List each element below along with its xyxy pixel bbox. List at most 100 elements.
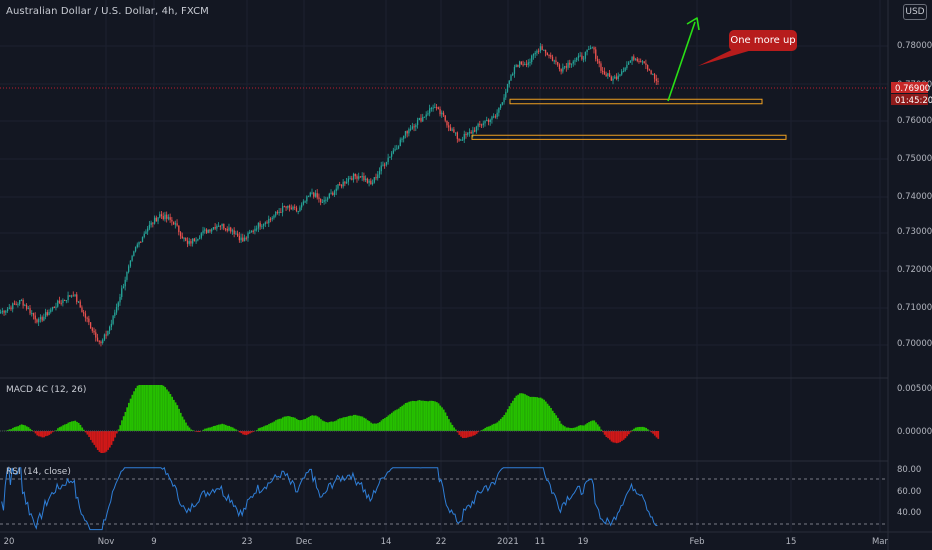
candle-body (77, 301, 80, 303)
candle-body (569, 62, 571, 65)
macd-bar (84, 431, 87, 433)
candle-body (422, 117, 424, 122)
price-tick: 0.76000 (897, 116, 932, 126)
candle-body (288, 205, 291, 208)
macd-bar (423, 400, 426, 431)
macd-bar (413, 401, 416, 431)
macd-tick: 0.00500 (897, 384, 932, 394)
macd-bar (190, 429, 193, 431)
candle-body (287, 205, 289, 208)
macd-bar (377, 423, 379, 431)
macd-histogram (1, 385, 660, 453)
macd-bar (162, 385, 165, 431)
macd-bar (72, 421, 75, 431)
price-tick: 0.73000 (897, 227, 932, 237)
candle-body (171, 219, 173, 222)
candle-body (415, 125, 417, 128)
macd-label: MACD 4C (12, 26) (6, 385, 87, 395)
macd-bar (181, 416, 184, 431)
macd-bar (396, 409, 398, 431)
candle-body (166, 214, 168, 219)
currency-button[interactable]: USD (903, 4, 927, 20)
macd-bar (333, 421, 336, 431)
candle-body (657, 80, 659, 82)
candle-body (96, 337, 99, 341)
candle-body (249, 232, 251, 234)
macd-bar (366, 420, 369, 431)
candle-body (36, 319, 38, 323)
annotation-callout[interactable]: One more up (729, 30, 797, 51)
macd-bar (550, 407, 552, 431)
macd-bar (515, 395, 518, 431)
macd-bar (384, 418, 386, 431)
candle-body (20, 300, 23, 302)
macd-bar (456, 431, 459, 433)
macd-bar (557, 417, 559, 431)
macd-bar (323, 421, 326, 431)
candle-body (55, 306, 57, 308)
macd-bar (449, 422, 452, 431)
candle-body (510, 75, 512, 81)
candle-body (634, 58, 637, 60)
macd-bar (169, 394, 172, 431)
macd-bar (211, 426, 213, 431)
candle-body (536, 50, 538, 53)
macd-bar (451, 424, 454, 431)
macd-bar (565, 427, 568, 431)
candle-body (633, 56, 635, 60)
macd-bar (359, 416, 362, 431)
candle-body (84, 313, 87, 318)
candle-body (67, 295, 69, 301)
macd-bar (441, 407, 443, 431)
candle-body (257, 222, 260, 229)
candle-body (221, 223, 223, 227)
candle-body (285, 206, 287, 208)
candle-body (603, 71, 606, 75)
macd-bar (112, 431, 115, 442)
candle-body (15, 304, 17, 306)
candle-body (6, 308, 9, 311)
candle-body (382, 164, 384, 166)
candle-body (572, 61, 574, 64)
candle-body (468, 132, 471, 134)
candle-body (629, 60, 632, 63)
candle-body (397, 146, 400, 149)
macd-bar (645, 427, 648, 431)
candle-body (418, 117, 420, 121)
candle-body (124, 279, 126, 287)
macd-bar (48, 431, 51, 435)
macd-bar (318, 417, 321, 431)
candle-body (330, 192, 332, 194)
macd-bar (612, 431, 615, 443)
candle-body (188, 241, 190, 244)
macd-bar (593, 420, 596, 431)
candle-body (491, 116, 493, 120)
macd-bar (401, 405, 404, 431)
macd-bar (13, 427, 16, 431)
candle-body (136, 244, 138, 248)
macd-bar (76, 421, 78, 431)
candle-body (231, 230, 234, 232)
macd-bar (268, 423, 270, 431)
macd-bar (283, 416, 286, 431)
candle-body (316, 193, 318, 198)
macd-bar (178, 408, 180, 431)
candle-body (503, 97, 505, 103)
candle-body (449, 127, 452, 131)
candle-body (380, 165, 382, 172)
candle-body (280, 211, 282, 213)
candle-body (425, 114, 427, 117)
support-zones[interactable] (471, 98, 787, 140)
macd-bar (346, 416, 348, 431)
candle-body (465, 134, 467, 136)
macd-bar (148, 385, 151, 431)
candle-body (373, 177, 375, 183)
macd-bar (69, 421, 71, 431)
macd-bar (166, 389, 168, 431)
candle-body (38, 318, 40, 323)
candle-body (392, 150, 395, 154)
candle-body (608, 73, 611, 77)
forecast-arrow[interactable] (667, 17, 700, 102)
